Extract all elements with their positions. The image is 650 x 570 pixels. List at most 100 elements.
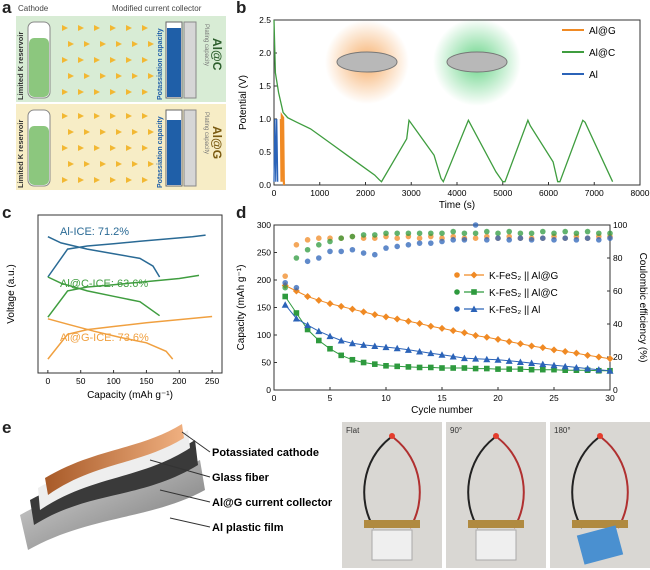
d-ce-point xyxy=(372,251,378,258)
d-ce-point xyxy=(327,248,333,255)
k-ion-arrow xyxy=(126,177,132,183)
collector-top-fill xyxy=(167,28,181,97)
d-capacity-point xyxy=(315,327,323,335)
photo-label-1: 90° xyxy=(450,426,462,435)
d-capacity-point xyxy=(383,363,389,369)
d-capacity-point xyxy=(450,365,456,371)
c-annotation-1: Al@C-ICE: 63.6% xyxy=(60,278,148,290)
d-capacity-point xyxy=(326,300,334,308)
d-capacity-point xyxy=(494,356,502,363)
k-ion-arrow xyxy=(94,177,100,183)
d-ce-point xyxy=(472,222,479,228)
pouch-cell xyxy=(371,529,413,561)
panel-a-label: a xyxy=(2,0,12,17)
pouch-cell xyxy=(475,529,517,561)
potassiation-label-top: Potassiation capacity xyxy=(157,28,164,100)
k-ion-arrow xyxy=(110,145,116,151)
row-top-label: Al@C xyxy=(210,38,224,71)
d-ce-point xyxy=(472,230,479,237)
k-ion-arrow xyxy=(100,41,106,47)
k-ion-arrow xyxy=(62,113,68,119)
d-ce-point xyxy=(293,284,300,291)
k-ion-arrow xyxy=(78,145,84,151)
d-capacity-point xyxy=(348,305,356,313)
d-capacity-point xyxy=(606,355,614,363)
d-capacity-point xyxy=(561,348,569,355)
potassiation-label-bottom: Potassiation capacity xyxy=(157,116,164,188)
d-capacity-point xyxy=(349,356,356,363)
d-capacity-point xyxy=(550,346,558,354)
d-capacity-point xyxy=(516,340,524,348)
k-ion-arrow xyxy=(78,113,84,119)
d-legend-marker xyxy=(470,305,478,312)
led-icon xyxy=(389,433,395,439)
led-icon xyxy=(597,433,603,439)
d-x-tick-label: 20 xyxy=(493,393,503,403)
d-ce-point xyxy=(304,246,311,253)
d-ce-point xyxy=(338,248,344,255)
b-legend-label: Al@G xyxy=(589,26,616,37)
d-capacity-point xyxy=(528,366,535,373)
k-ion-arrow xyxy=(62,57,68,63)
d-ce-point xyxy=(506,228,512,235)
d-legend-marker xyxy=(470,271,478,279)
d-capacity-point xyxy=(528,342,536,350)
d-capacity-point xyxy=(584,351,592,359)
k-ion-arrow xyxy=(142,57,148,63)
d-ce-point xyxy=(584,228,591,235)
k-ion-arrow xyxy=(94,89,100,95)
d-capacity-point xyxy=(393,344,401,352)
d-capacity-point xyxy=(404,346,412,353)
c-plot-frame xyxy=(37,214,223,374)
label-cathode: Potassiated cathode xyxy=(212,447,319,459)
d-y-tick-label: 250 xyxy=(257,248,271,258)
d-legend-ce-marker xyxy=(454,272,460,278)
panel-a-schematic: Cathode Modified current collector Limit… xyxy=(16,4,226,190)
c-x-axis-label: Capacity (mAh g⁻¹) xyxy=(87,390,173,401)
d-x-tick-label: 15 xyxy=(437,393,447,403)
d-capacity-line-2 xyxy=(284,304,611,372)
d-capacity-point xyxy=(428,364,434,371)
d-x-tick-label: 30 xyxy=(605,393,615,403)
b-y-tick-label: 0.5 xyxy=(259,147,271,157)
d-capacity-point xyxy=(427,349,435,357)
k-ion-arrow xyxy=(148,41,154,47)
d-capacity-point xyxy=(595,353,603,361)
b-x-tick-label: 5000 xyxy=(493,188,512,198)
d-y-tick-label: 100 xyxy=(257,330,271,340)
k-ion-arrow xyxy=(94,57,100,63)
d-capacity-point xyxy=(460,354,468,362)
d-ce-point xyxy=(416,240,423,246)
d-ce-point xyxy=(562,228,568,235)
d-ce-point xyxy=(349,233,356,240)
d-capacity-point xyxy=(382,343,390,351)
chart-b: 0 1000 2000 3000 4000 5000 6000 7000 8000 0.0 0.5 1… xyxy=(238,15,650,210)
d-ce-point xyxy=(394,230,400,237)
k-ion-arrow xyxy=(142,177,148,183)
b-series-line-2 xyxy=(273,118,279,182)
c-curve-5 xyxy=(47,318,174,360)
b-legend-label: Al xyxy=(589,70,598,81)
d-ce-point xyxy=(383,230,389,237)
clip-bar xyxy=(364,520,420,528)
d-capacity-point xyxy=(483,333,491,341)
d-capacity-point xyxy=(439,365,445,371)
d-ce-point xyxy=(293,242,300,248)
d-capacity-point xyxy=(572,349,580,357)
d-ce-point xyxy=(304,258,311,265)
c-curve-4 xyxy=(47,315,213,360)
d-ce-point xyxy=(517,235,524,241)
d-ce-point xyxy=(506,237,512,243)
d-capacity-point xyxy=(371,311,379,319)
collector-header: Modified current collector xyxy=(112,4,202,13)
k-ion-arrow xyxy=(142,113,148,119)
d-capacity-point xyxy=(382,313,390,321)
d-capacity-point xyxy=(338,352,344,359)
k-ion-arrow xyxy=(62,89,68,95)
d-ce-point xyxy=(551,237,557,243)
d-capacity-point xyxy=(472,332,480,340)
d-capacity-point xyxy=(360,359,367,366)
label-glass-fiber: Glass fiber xyxy=(212,472,270,484)
c-x-tick-label: 100 xyxy=(106,376,120,386)
d-capacity-point xyxy=(505,357,513,364)
